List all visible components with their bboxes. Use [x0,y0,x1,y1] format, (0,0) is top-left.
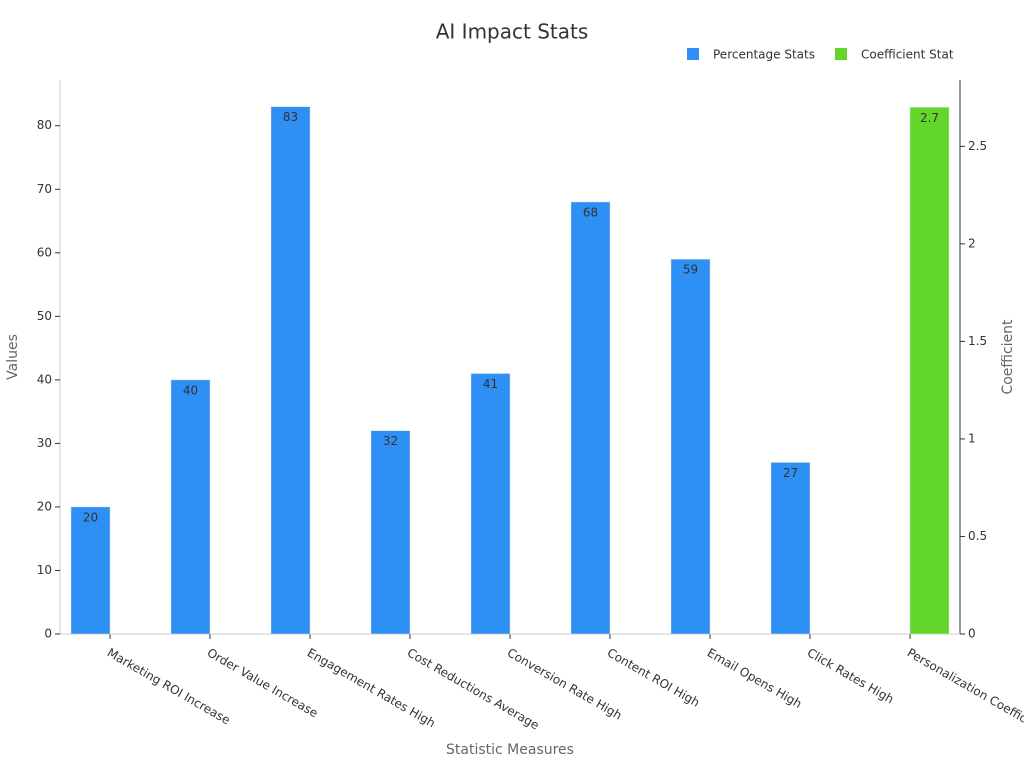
y-tick-label: 20 [37,499,52,513]
bar [909,107,950,635]
y2-axis-title: Coefficient [1000,319,1016,395]
data-label: 59 [683,263,698,277]
legend-swatch [687,48,699,60]
bar [670,258,711,635]
bar [370,430,411,635]
y2-tick-label: 2.5 [968,139,987,153]
x-axis-title: Statistic Measures [446,742,574,758]
y-axis-title: Values [5,334,21,380]
chart-title: AI Impact Stats [436,20,589,44]
y-tick-label: 10 [37,563,52,577]
data-label: 83 [283,110,298,124]
y-tick-label: 70 [37,182,52,196]
y2-tick-label: 0.5 [968,529,987,543]
y2-tick-label: 1.5 [968,334,987,348]
data-label: 68 [583,205,598,219]
data-label: 41 [483,377,498,391]
y-tick-label: 30 [37,436,52,450]
data-label: 2.7 [920,111,939,125]
x-tick-label: Click Rates High [805,646,897,707]
legend-swatch [835,48,847,60]
bar [570,201,611,635]
bar [270,106,311,635]
bar [70,506,111,635]
bar [770,462,811,635]
data-label: 32 [383,434,398,448]
legend-label: Percentage Stats [713,48,815,62]
data-label: 27 [783,466,798,480]
y-tick-label: 50 [37,309,52,323]
data-label: 40 [183,383,198,397]
y-tick-label: 60 [37,245,52,259]
x-tick-label: Personalization Coefficient [905,646,1024,738]
y-tick-label: 0 [44,627,52,641]
data-label: 20 [83,510,98,524]
y-tick-label: 40 [37,372,52,386]
legend-label: Coefficient Stat [861,48,954,62]
y2-tick-label: 1 [968,431,976,445]
bar [170,379,211,635]
x-tick-label: Content ROI High [605,646,702,710]
x-tick-label: Email Opens High [705,646,805,712]
y2-tick-label: 0 [968,627,976,641]
bar [470,373,511,635]
y-tick-label: 80 [37,118,52,132]
y2-tick-label: 2 [968,236,976,250]
